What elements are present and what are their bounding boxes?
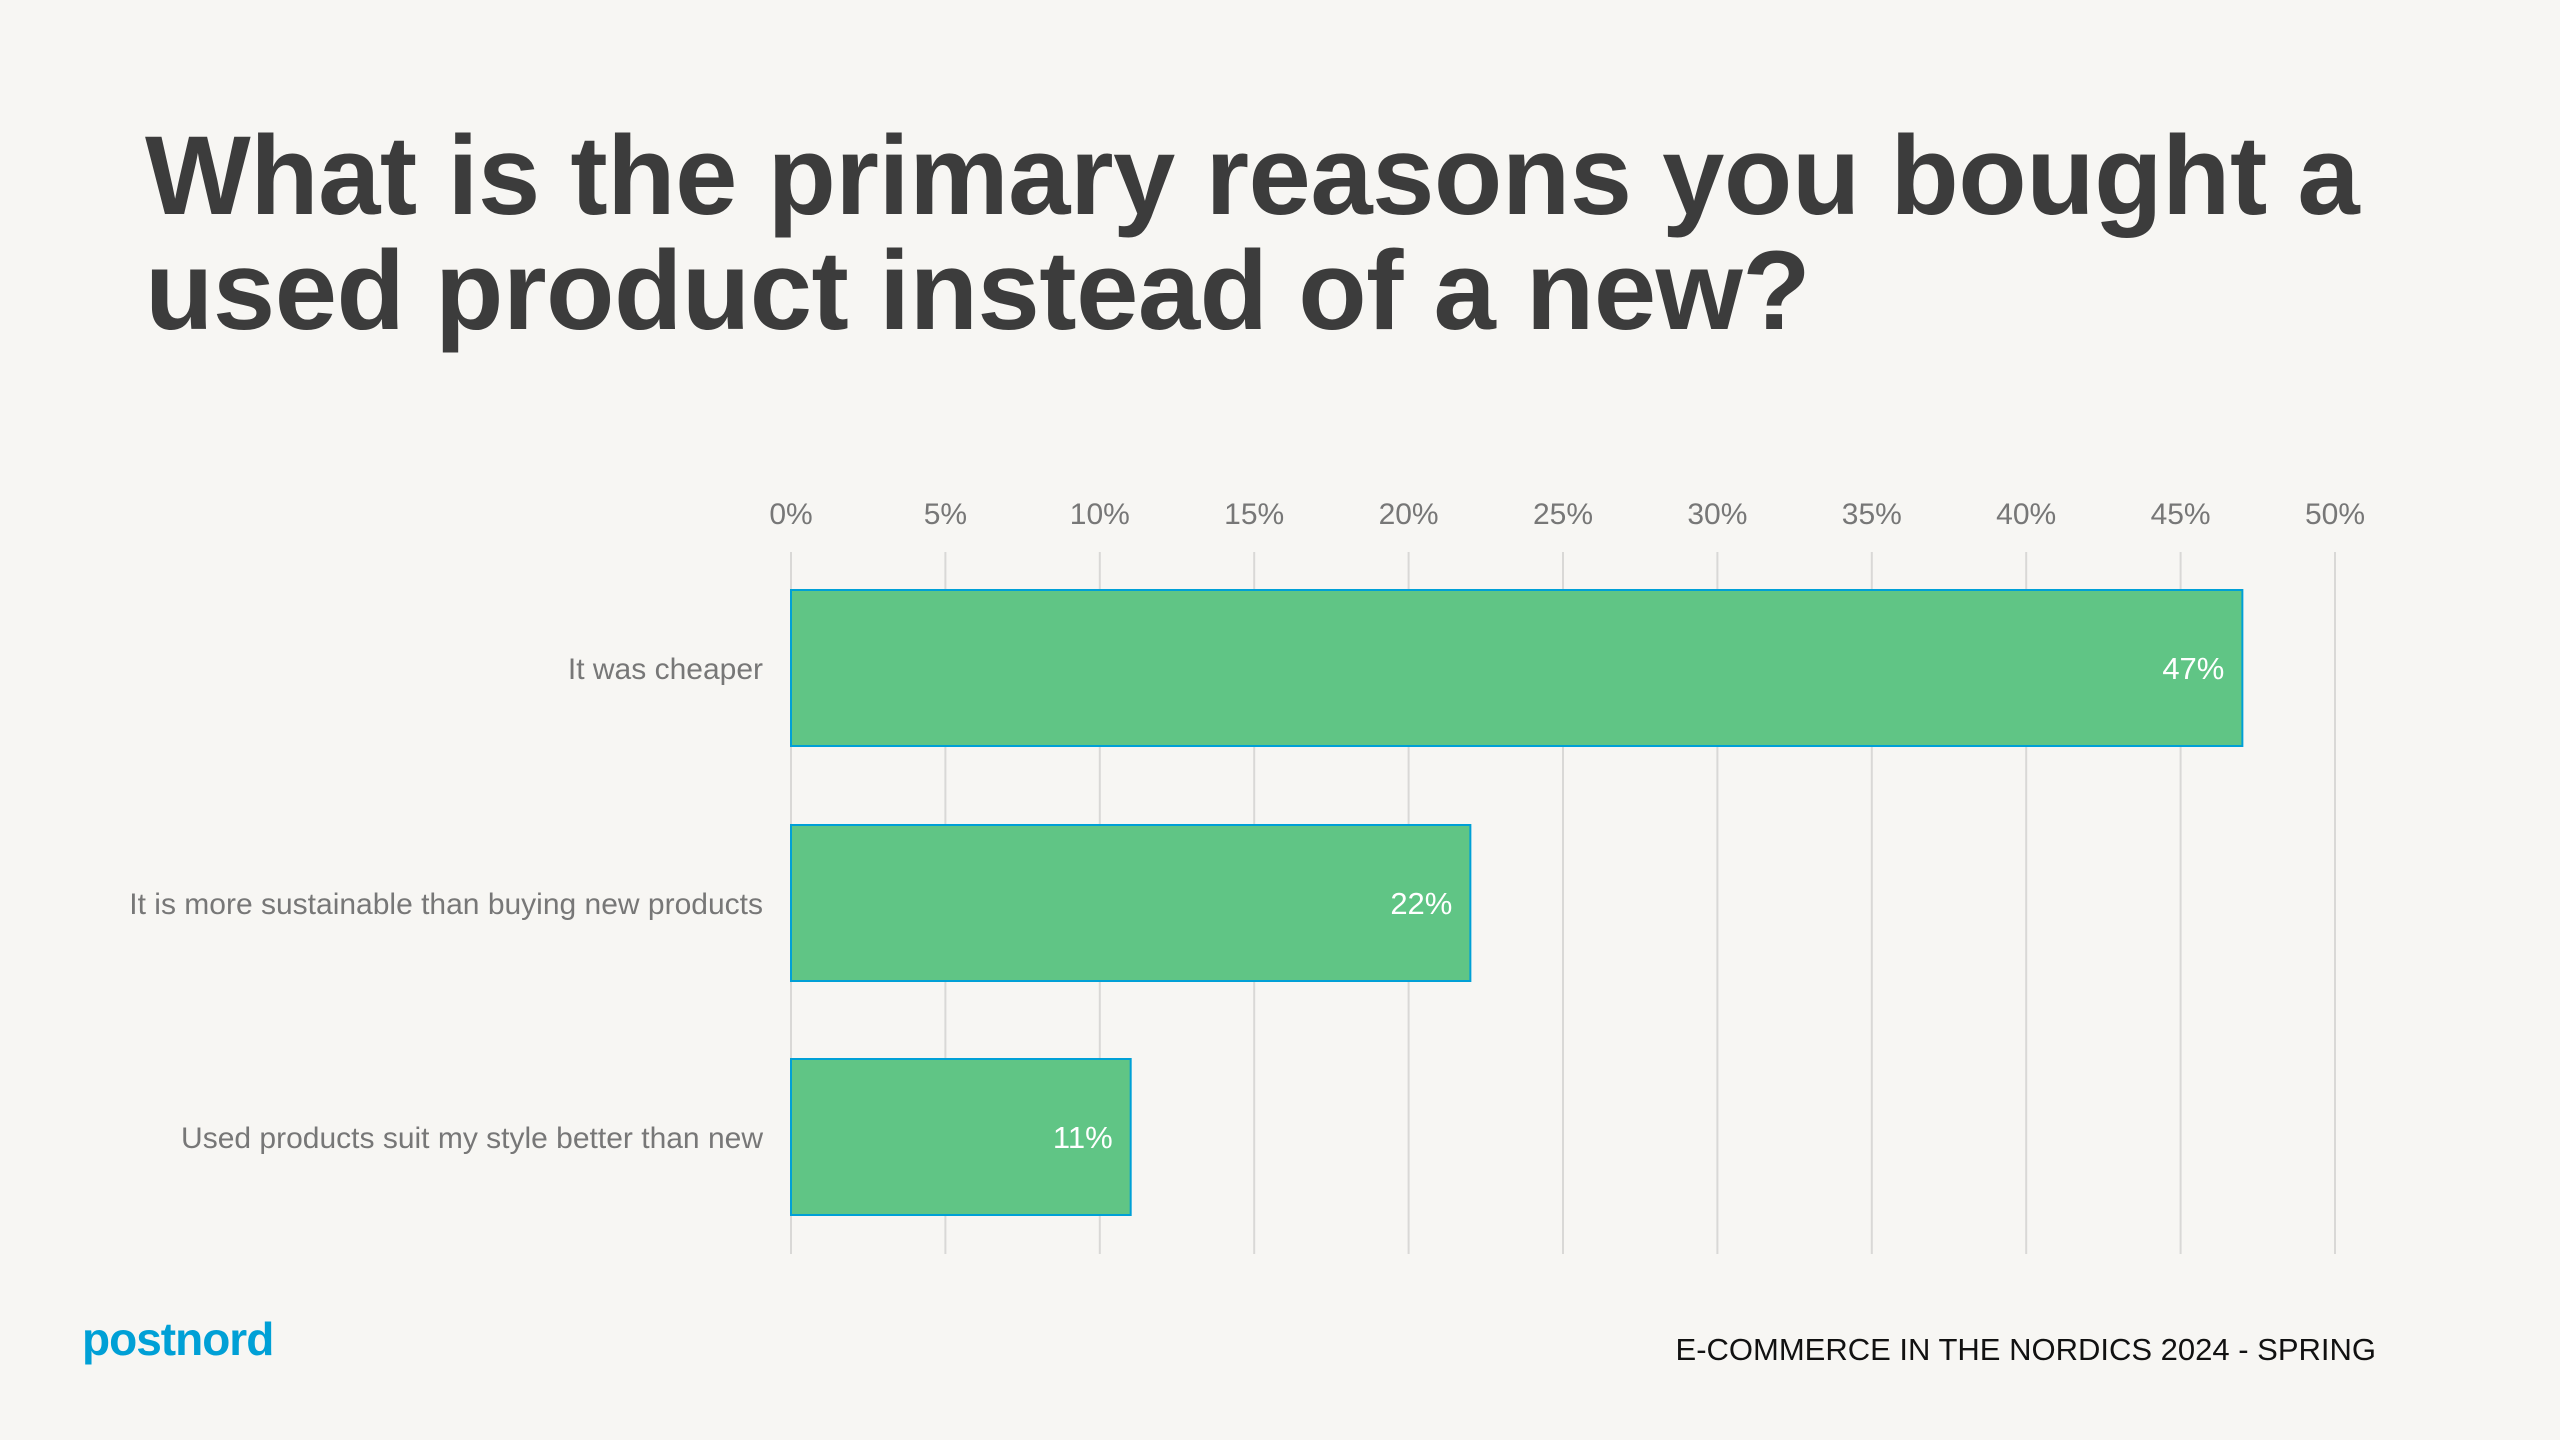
bar — [790, 824, 1472, 982]
chart-title: What is the primary reasons you bought a… — [145, 113, 2360, 353]
x-tick-label: 10% — [1070, 498, 1130, 531]
data-label: 22% — [1390, 886, 1452, 921]
bar — [790, 589, 2244, 747]
x-tick-label: 20% — [1379, 498, 1439, 531]
x-tick-label: 45% — [2151, 498, 2211, 531]
x-tick-label: 25% — [1533, 498, 1593, 531]
x-tick-label: 50% — [2305, 498, 2365, 531]
footer-text: E-COMMERCE IN THE NORDICS 2024 - SPRING — [1675, 1332, 2376, 1367]
x-tick-label: 40% — [1996, 498, 2056, 531]
category-label: It was cheaper — [568, 653, 763, 686]
category-label: It is more sustainable than buying new p… — [129, 888, 763, 921]
category-label: Used products suit my style better than … — [181, 1122, 763, 1155]
postnord-logo: postnord — [82, 1313, 274, 1365]
x-tick-label: 15% — [1224, 498, 1284, 531]
data-label: 47% — [2162, 651, 2224, 686]
bar — [790, 1058, 1132, 1216]
data-label: 11% — [1053, 1120, 1113, 1155]
x-tick-label: 35% — [1842, 498, 1902, 531]
bar-chart: 0% 5% 10% 15% 20% 25% 30% 35% 40% 45% 50% It was ch… — [129, 498, 2365, 1254]
x-tick-label: 5% — [924, 498, 967, 531]
x-tick-label: 0% — [769, 498, 812, 531]
x-tick-label: 30% — [1687, 498, 1747, 531]
